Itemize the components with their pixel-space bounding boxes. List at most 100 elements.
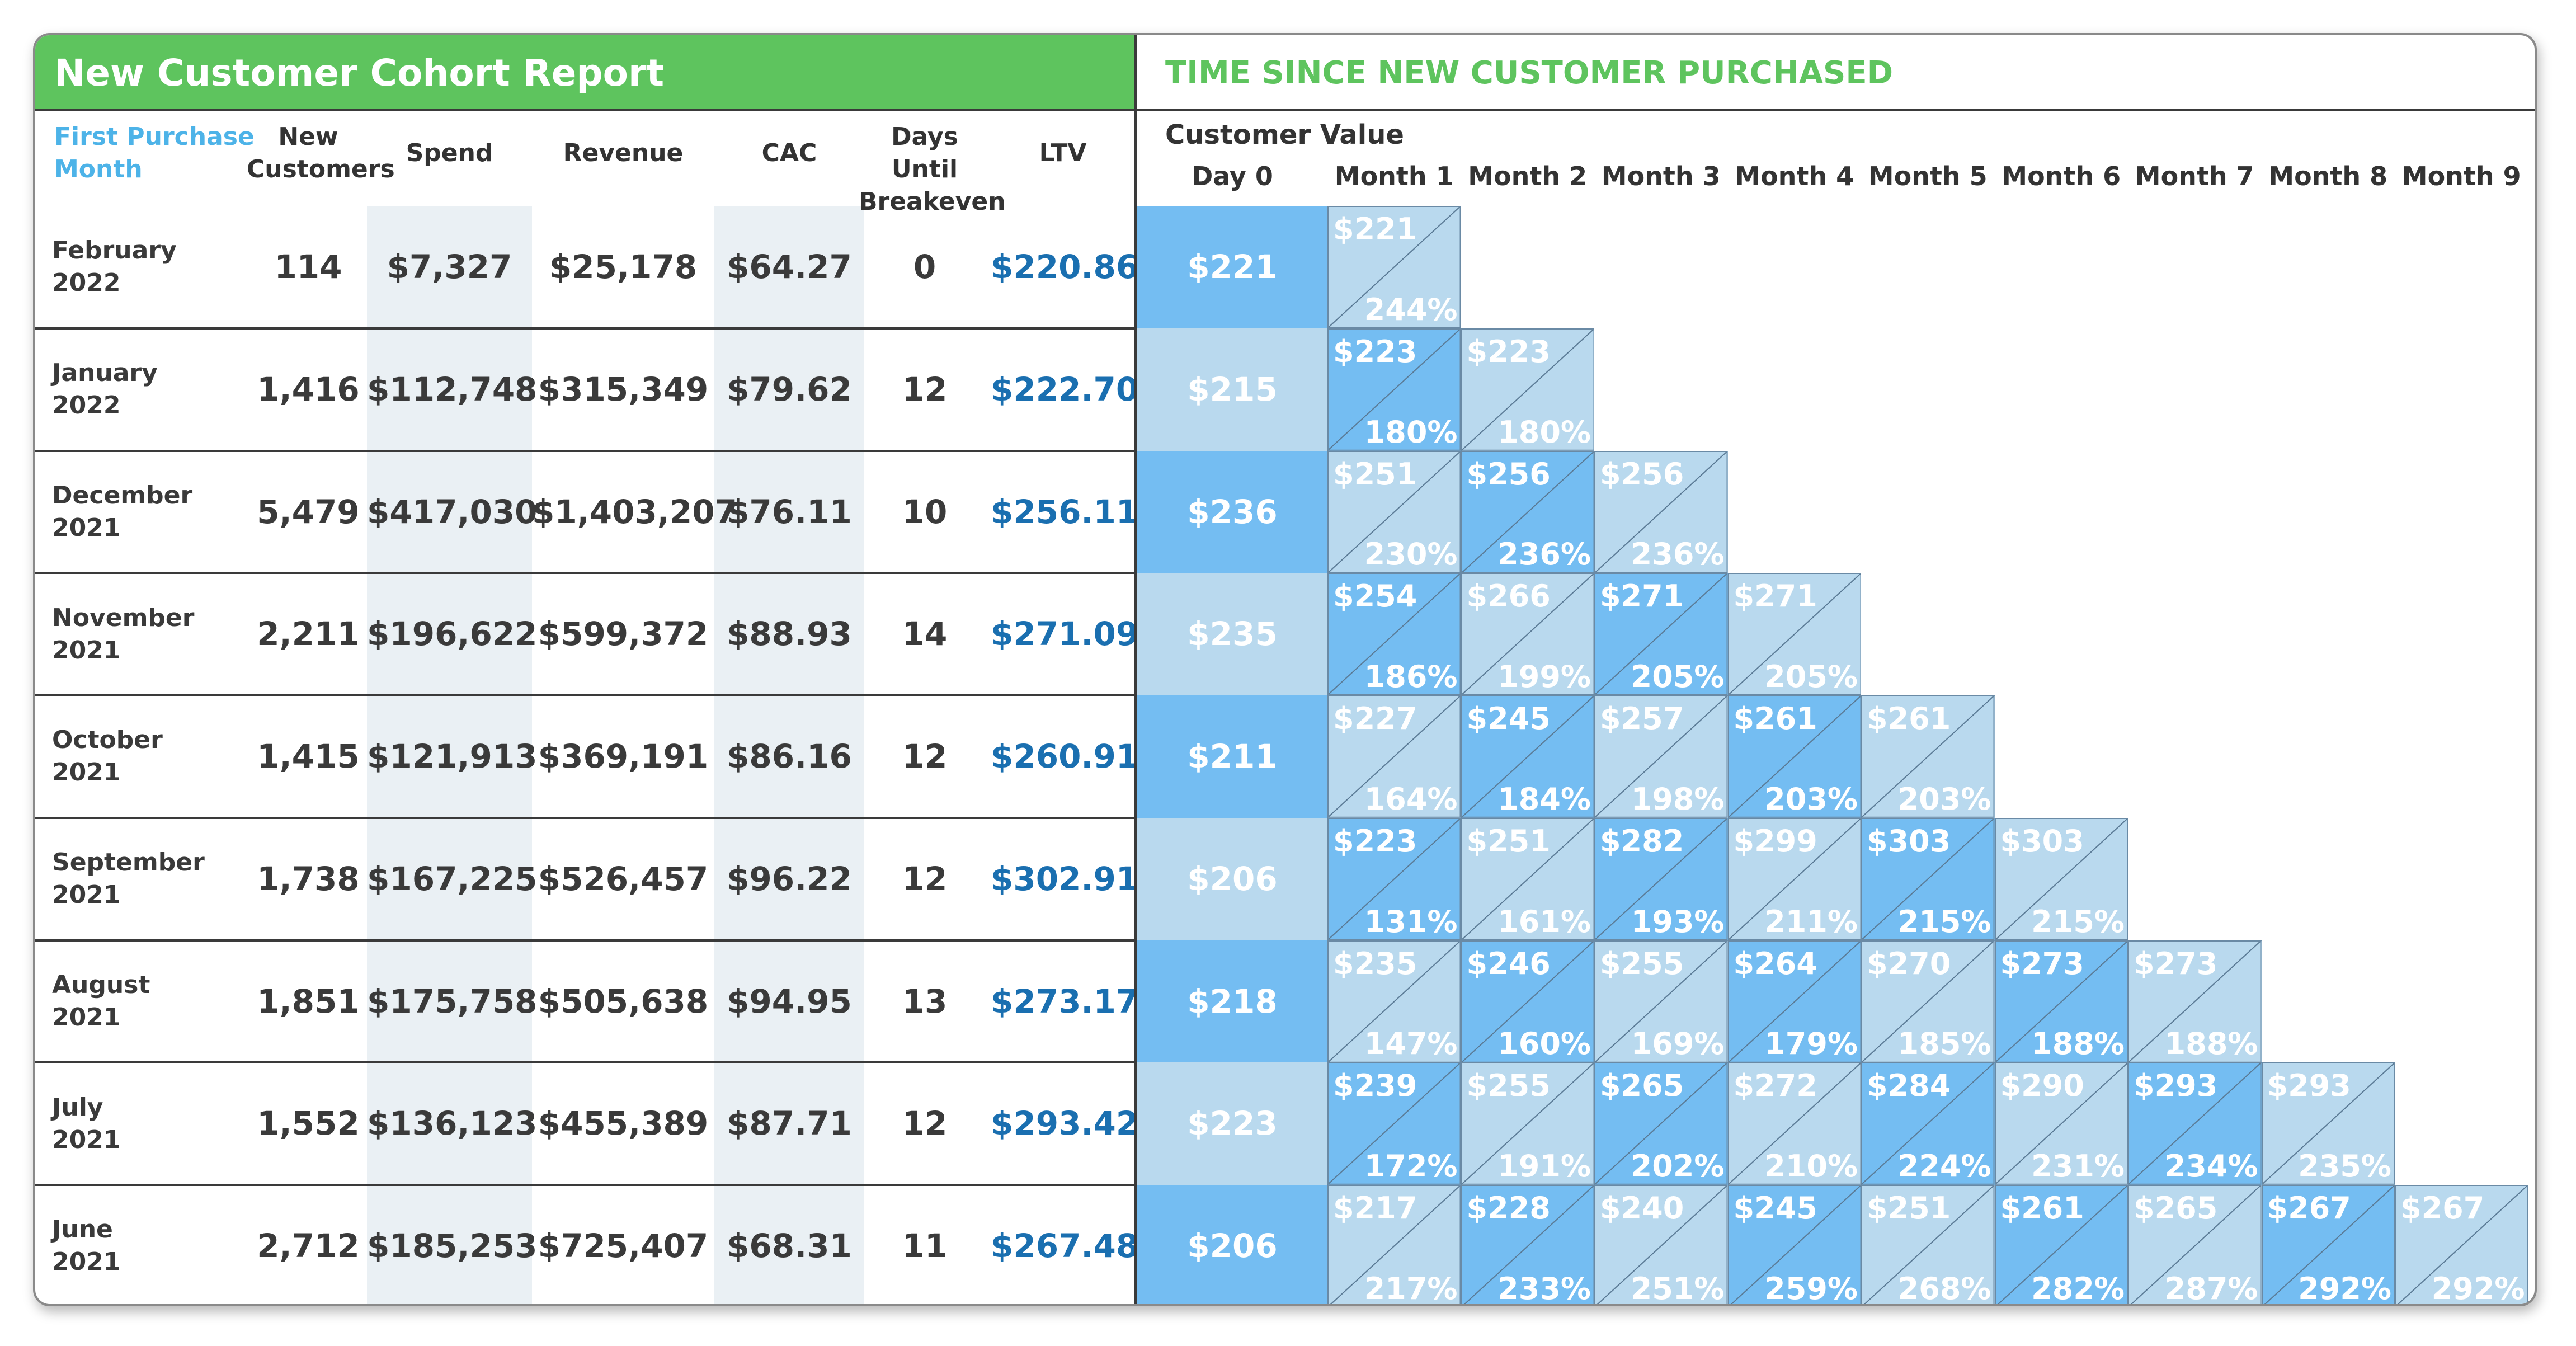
cohort-cell-percent: 161%	[1497, 903, 1591, 939]
cohort-cell-percent: 215%	[2031, 903, 2125, 939]
diagonal-line	[1327, 940, 1461, 1063]
cohort-value-cell: $261 282%	[1994, 1185, 2128, 1304]
cohort-cell-percent: 203%	[1897, 781, 1991, 817]
cell-diagonal-divider	[1594, 940, 1728, 1063]
spend-cell: $136,123	[367, 1104, 538, 1143]
cohort-value-cell: $299 211%	[1727, 817, 1861, 940]
days-breakeven-cell: 12	[902, 1104, 948, 1143]
revenue-cell: $1,403,207	[532, 492, 737, 531]
row-month: February	[52, 236, 177, 265]
cell-diagonal-divider	[1727, 1185, 1861, 1304]
col-header-new-line2: Customers	[247, 155, 395, 183]
diagonal-line	[1327, 817, 1461, 940]
cell-border	[1861, 940, 1995, 1063]
cohort-cell-percent: 210%	[1764, 1149, 1858, 1184]
row-year: 2022	[52, 269, 121, 298]
time-since-purchase-title: TIME SINCE NEW CUSTOMER PURCHASED	[1165, 55, 1894, 91]
ltv-cell: $220.86	[991, 248, 1139, 286]
cohort-value-cell: $267 292%	[2261, 1185, 2395, 1304]
cohort-cell-value: $271	[1733, 578, 1817, 614]
cell-border	[1461, 817, 1594, 940]
cell-diagonal-divider	[1327, 1185, 1461, 1304]
diagonal-line	[1594, 940, 1728, 1063]
cohort-value-cell: $228 233%	[1461, 1185, 1594, 1304]
cell-border	[1594, 573, 1728, 695]
cohort-cell-value: $267	[2267, 1190, 2351, 1226]
revenue-cell: $369,191	[538, 737, 709, 775]
row-month-label: February 2022	[52, 234, 177, 299]
cell-diagonal-divider	[1461, 695, 1594, 818]
cohort-value-cell: $239 172%	[1327, 1062, 1461, 1185]
cell-border	[1861, 817, 1995, 940]
cohort-cell-percent: 236%	[1497, 536, 1591, 572]
col-header-month-7: Month 7	[2135, 161, 2254, 191]
cac-cell: $64.27	[727, 248, 852, 286]
diagonal-line	[1594, 817, 1728, 940]
revenue-cell: $725,407	[538, 1227, 709, 1265]
row-divider	[35, 939, 1135, 942]
row-month: October	[52, 726, 163, 755]
cac-cell: $96.22	[727, 859, 852, 898]
cell-border	[1994, 1185, 2128, 1304]
cohort-value-cell: $273 188%	[1994, 940, 2128, 1063]
cell-border	[1727, 1185, 1861, 1304]
cohort-cell-value: $223	[1333, 333, 1417, 369]
diagonal-line	[1861, 817, 1995, 940]
row-divider	[35, 1061, 1135, 1064]
cohort-cell-percent: 259%	[1764, 1270, 1858, 1306]
cell-diagonal-divider	[1861, 817, 1995, 940]
cohort-cell-value: $270	[1867, 945, 1951, 981]
diagonal-line	[1327, 695, 1461, 818]
cohort-value-cell: $255 191%	[1461, 1062, 1594, 1185]
cell-diagonal-divider	[1594, 1185, 1728, 1304]
revenue-cell: $455,389	[538, 1104, 709, 1143]
cell-border	[1327, 1185, 1461, 1304]
cell-border	[1594, 817, 1728, 940]
cohort-value-cell: $303 215%	[1861, 817, 1995, 940]
spend-cell: $7,327	[387, 248, 512, 286]
cell-diagonal-divider	[1727, 573, 1861, 695]
row-month: November	[52, 603, 195, 632]
row-divider	[35, 816, 1135, 819]
cohort-cell-percent: 188%	[2031, 1026, 2125, 1062]
diagonal-line	[1597, 1185, 1728, 1304]
cohort-value-cell: $290 231%	[1994, 1062, 2128, 1185]
cell-diagonal-divider	[1861, 1062, 1995, 1185]
row-month-label: December 2021	[52, 479, 192, 544]
diagonal-line	[1727, 1062, 1861, 1185]
row-month-label: November 2021	[52, 602, 194, 667]
cohort-value-cell: $223 180%	[1461, 328, 1594, 451]
day0-value-cell: $206	[1137, 817, 1327, 940]
cohort-cell-percent: 235%	[2298, 1149, 2391, 1184]
cell-diagonal-divider	[1461, 817, 1594, 940]
cohort-cell-value: $256	[1600, 456, 1684, 492]
cohort-cell-percent: 292%	[2431, 1270, 2525, 1306]
days-breakeven-cell: 12	[902, 859, 948, 898]
new-customers-cell: 1,552	[257, 1104, 360, 1143]
cell-border	[1327, 940, 1461, 1063]
cell-border	[1594, 1062, 1728, 1185]
cohort-cell-value: $273	[2134, 945, 2218, 981]
days-breakeven-cell: 11	[902, 1227, 948, 1265]
cohort-cell-value: $266	[1466, 578, 1551, 614]
day0-value-cell: $223	[1137, 1062, 1327, 1185]
cohort-cell-value: $303	[1867, 823, 1951, 859]
table-row: February 2022 114 $7,327 $25,178 $64.27 0 $220.…	[35, 206, 1139, 328]
col-header-month-9: Month 9	[2401, 161, 2521, 191]
report-title-banner	[35, 35, 1135, 111]
cohort-cell-percent: 217%	[1364, 1270, 1458, 1306]
cohort-cell-value: $272	[1733, 1068, 1817, 1104]
cell-border	[1727, 940, 1861, 1063]
cohort-value-cell: $272 210%	[1727, 1062, 1861, 1185]
cac-cell: $79.62	[727, 370, 852, 408]
row-month-label: June 2021	[52, 1213, 120, 1278]
cell-border	[1461, 450, 1594, 573]
diagonal-line	[1727, 573, 1861, 695]
col-header-day-0: Day 0	[1192, 161, 1273, 191]
cohort-value-cell: $245 184%	[1461, 695, 1594, 818]
diagonal-line	[1461, 695, 1594, 818]
ltv-cell: $260.91	[991, 737, 1139, 775]
customer-value-header: Customer Value	[1165, 119, 1404, 150]
cohort-cell-value: $293	[2134, 1068, 2218, 1104]
cohort-value-cell: $264 179%	[1727, 940, 1861, 1063]
